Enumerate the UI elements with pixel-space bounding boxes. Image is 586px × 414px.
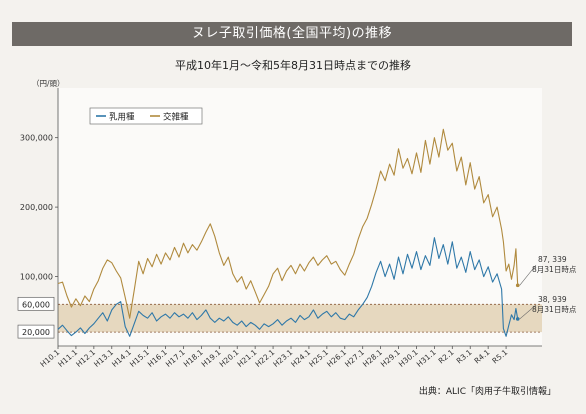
x-tick-label: H20.1 xyxy=(218,347,241,368)
x-tick-label: H17.1 xyxy=(164,347,187,368)
x-tick-label: H18.1 xyxy=(182,347,205,368)
y-axis-label: （円/頭） xyxy=(32,79,65,88)
x-tick-label: R3.1 xyxy=(455,347,474,365)
y-tick-label: 100,000 xyxy=(20,273,53,282)
y-tick-label: 300,000 xyxy=(20,134,53,143)
x-tick-label: R2.1 xyxy=(437,347,456,365)
x-tick-label: H21.1 xyxy=(236,347,259,368)
annotation-leader xyxy=(519,264,537,286)
chart-title: ヌレ子取引価格(全国平均)の推移 xyxy=(12,22,572,46)
x-tick-label: H27.1 xyxy=(343,347,366,368)
x-tick-label: H14.1 xyxy=(110,347,133,368)
x-tick-label: H30.1 xyxy=(397,347,420,368)
y-tick-label: 200,000 xyxy=(20,203,53,212)
source-note: 出典：ALIC「肉用子牛取引情報」 xyxy=(418,387,556,397)
x-tick-label: H24.1 xyxy=(289,347,312,368)
annotation-note: 8月31日時点 xyxy=(532,305,577,314)
y-tick-box xyxy=(17,296,55,311)
x-tick-label: H25.1 xyxy=(307,347,330,368)
x-tick-label: H13.1 xyxy=(92,347,115,368)
price-band xyxy=(58,304,542,333)
y-tick-label: 20,000 xyxy=(22,328,50,337)
x-tick-label: R4.1 xyxy=(473,347,492,365)
x-tick-label: H16.1 xyxy=(146,347,169,368)
annotation-value: 38, 939 xyxy=(538,295,567,304)
legend-label: 交雑種 xyxy=(163,112,189,123)
series-line-nyuyoshu xyxy=(57,237,519,337)
x-tick-label: H19.1 xyxy=(200,347,223,368)
legend-label: 乳用種 xyxy=(109,112,135,123)
y-tick-label: 60,000 xyxy=(22,300,50,309)
x-tick-label: H11.1 xyxy=(56,347,79,368)
x-tick-label: H29.1 xyxy=(379,347,402,368)
x-tick-label: H28.1 xyxy=(361,347,384,368)
series-endpoint xyxy=(515,283,520,288)
y-tick-box xyxy=(17,324,55,339)
annotation-leader xyxy=(519,304,537,320)
x-tick-label: R5.1 xyxy=(490,347,509,365)
x-tick-label: H31.1 xyxy=(415,347,438,368)
x-tick-label: H15.1 xyxy=(128,347,151,368)
x-tick-label: H10.1 xyxy=(38,347,61,368)
annotation-value: 87, 339 xyxy=(538,255,567,264)
series-endpoint xyxy=(515,317,520,321)
x-tick-label: H23.1 xyxy=(271,347,294,368)
chart-subtitle: 平成10年1月～令和5年8月31日時点までの推移 xyxy=(175,59,411,72)
x-tick-label: H26.1 xyxy=(325,347,348,368)
annotation-note: 8月31日時点 xyxy=(532,265,577,274)
x-tick-label: H12.1 xyxy=(74,347,97,368)
legend xyxy=(89,107,203,125)
series-line-kozasshu xyxy=(57,128,519,319)
plot-area xyxy=(58,88,542,346)
x-tick-label: H22.1 xyxy=(253,347,276,368)
